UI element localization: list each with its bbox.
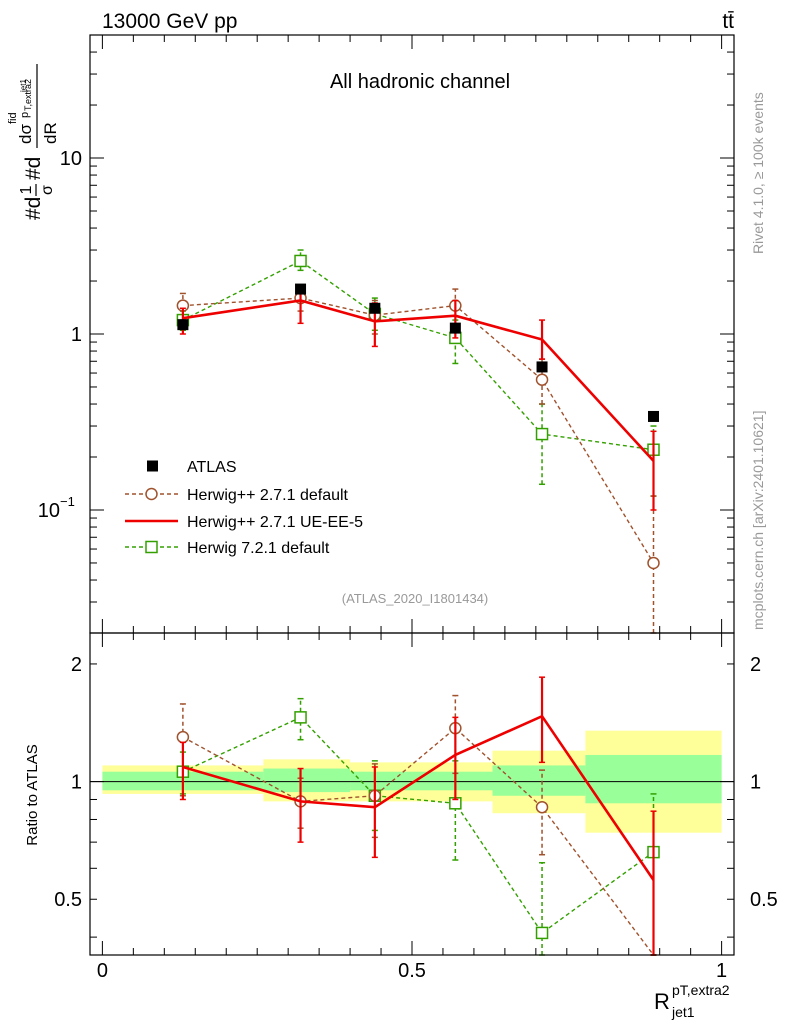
data-point	[535, 373, 549, 386]
data-point	[294, 711, 307, 724]
ylabel-tsub: T,extra2	[23, 79, 33, 111]
data-point	[647, 556, 660, 570]
y-tick-label: 0.5	[54, 889, 82, 911]
xlabel-sup: pT,extra2	[672, 982, 730, 998]
ratio-panel: 0.5 0.5 1 1 2 2 0 0.5 1	[54, 632, 778, 982]
uncertainty-band-inner	[263, 768, 351, 793]
y-tick-label: 10	[60, 148, 82, 170]
legend-marker	[145, 540, 158, 554]
x-tick-label: 1	[716, 960, 727, 982]
y-tick-label: 2	[71, 654, 82, 676]
legend-label: ATLAS	[187, 459, 237, 476]
data-point-atlas	[295, 283, 307, 295]
ylabel-p: p	[19, 112, 31, 118]
series-line	[182, 716, 654, 934]
data-point	[535, 926, 549, 940]
ylabel-jet1: jet1	[19, 79, 28, 93]
ylabel-frac-den: σ	[39, 185, 56, 195]
legend-marker-atlas	[147, 460, 158, 472]
y-tick-exponent: −1	[60, 494, 75, 509]
chart-title: All hadronic channel	[330, 71, 510, 93]
y-tick-label: 10	[38, 500, 60, 522]
xlabel-sub: jet1	[671, 1004, 695, 1020]
y-tick-label-right: 0.5	[750, 889, 778, 911]
ratio-ylabel: Ratio to ATLAS	[24, 744, 41, 845]
series-line	[182, 260, 654, 451]
data-point-atlas	[449, 322, 461, 334]
x-tick-label: 0	[97, 960, 108, 982]
uncertainty-band-inner	[350, 771, 493, 791]
uncertainty-band-inner	[492, 765, 586, 796]
legend-marker	[145, 487, 158, 501]
rivet-label: Rivet 4.1.0, ≥ 100k events	[750, 92, 766, 254]
legend-label: Herwig++ 2.7.1 UE-EE-5	[187, 514, 363, 531]
y-tick-label: 1	[71, 772, 82, 794]
uncertainty-band-inner	[585, 754, 722, 804]
data-point-atlas	[369, 302, 381, 314]
data-point-atlas	[536, 361, 548, 373]
xlabel-base: R	[654, 989, 670, 1014]
main-ylabel: #d 1 σ #d dσ fid p T,extra2 dR jet1	[7, 64, 60, 220]
y-tick-label-right: 1	[750, 772, 761, 794]
series-line	[182, 714, 655, 881]
y-tick-label-right: 2	[750, 654, 761, 676]
legend-label: Herwig++ 2.7.1 default	[187, 487, 349, 504]
ratio-axes: 0.5 0.5 1 1 2 2 0 0.5 1	[54, 633, 778, 982]
collision-label: 13000 GeV pp	[102, 10, 237, 33]
analysis-watermark: (ATLAS_2020_I1801434)	[342, 591, 488, 606]
series-line	[182, 299, 655, 462]
data-point	[294, 254, 307, 268]
legend-label: Herwig 7.2.1 default	[187, 540, 330, 557]
data-point	[535, 427, 549, 441]
series-line	[182, 297, 655, 564]
x-tick-label: 0.5	[398, 960, 426, 982]
data-point-atlas	[177, 319, 189, 331]
ylabel-dR: dR	[41, 122, 60, 144]
main-panel: All hadronic channel (ATLAS_2020_I180143…	[38, 34, 735, 634]
ratio-marks	[90, 676, 734, 956]
mcplots-label: mcplots.cern.ch [arXiv:2401.10621]	[750, 411, 766, 630]
ylabel-hash-d2: #d	[22, 157, 45, 180]
legend: ATLAS Herwig++ 2.7.1 default Herwig++ 2.7.…	[125, 459, 363, 557]
series-line	[182, 727, 655, 956]
data-point-atlas	[648, 410, 659, 422]
y-tick-label: 1	[71, 324, 82, 346]
ylabel-dsigma: dσ	[16, 124, 35, 144]
ylabel-frac-num: 1	[18, 185, 35, 194]
data-point	[535, 800, 549, 814]
x-axis-label: R pT,extra2 jet1	[654, 982, 730, 1020]
svg-text:#d: #d	[22, 197, 45, 220]
main-marks	[176, 249, 660, 634]
ylabel-hash-d: #d	[22, 197, 45, 220]
data-point	[176, 730, 190, 744]
ylabel-fid: fid	[7, 112, 19, 124]
process-label: tt̄	[722, 10, 734, 33]
